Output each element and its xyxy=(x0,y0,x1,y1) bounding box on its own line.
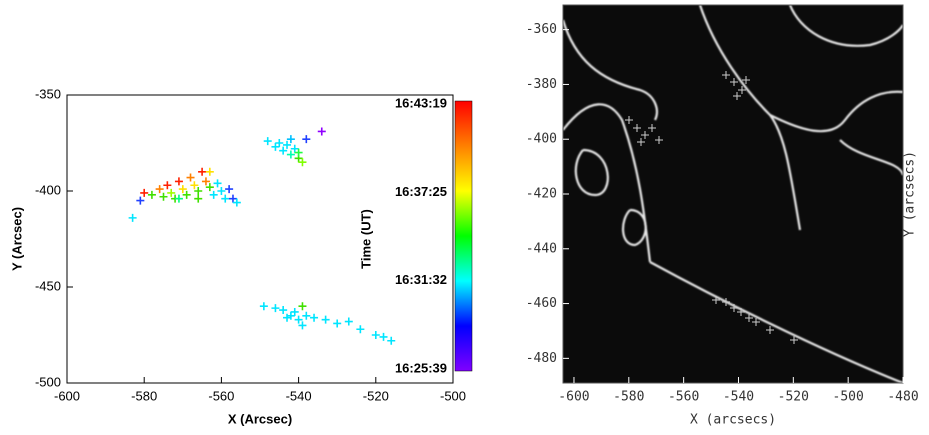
y-tick-label: -400 xyxy=(35,182,61,197)
point xyxy=(259,302,268,311)
y-tick-label: -420 xyxy=(526,187,557,202)
y-axis-label: Y (Arcsec) xyxy=(9,207,24,271)
point xyxy=(201,177,210,186)
point xyxy=(271,304,280,313)
y-tick-label: -480 xyxy=(526,351,557,366)
image-features xyxy=(561,4,905,385)
point xyxy=(159,192,168,201)
point xyxy=(205,167,214,176)
point xyxy=(140,188,149,197)
x-tick-label: -480 xyxy=(887,390,918,405)
point xyxy=(271,142,280,151)
y-tick-label: -500 xyxy=(35,374,61,389)
point xyxy=(136,196,145,205)
point xyxy=(290,307,299,316)
x-tick-label: -540 xyxy=(723,390,754,405)
image-crosses xyxy=(625,71,798,344)
plot-frame xyxy=(66,94,454,384)
point xyxy=(194,194,203,203)
point xyxy=(317,127,326,136)
point xyxy=(155,185,164,194)
point xyxy=(167,188,176,197)
colorbar-tick-label: 16:25:39 xyxy=(395,360,447,375)
point xyxy=(178,185,187,194)
point xyxy=(263,137,272,146)
y-tick-label: -380 xyxy=(526,77,557,92)
point xyxy=(356,325,365,334)
x-tick-label: -540 xyxy=(286,388,312,403)
point xyxy=(228,194,237,203)
x-axis-label: X (Arcsec) xyxy=(228,411,292,426)
x-tick-label: -560 xyxy=(668,390,699,405)
point xyxy=(283,313,292,322)
point xyxy=(290,144,299,153)
point xyxy=(198,167,207,176)
point xyxy=(128,213,137,222)
colorbar-tick-label: 16:37:25 xyxy=(395,184,447,199)
point xyxy=(217,187,226,195)
colorbar xyxy=(454,100,473,372)
point xyxy=(209,190,218,199)
point xyxy=(321,315,330,324)
x-tick-label: -500 xyxy=(440,388,466,403)
point xyxy=(298,302,307,311)
point xyxy=(298,321,307,330)
y-tick-label: -360 xyxy=(526,22,557,37)
x-tick-label: -580 xyxy=(613,390,644,405)
point xyxy=(294,315,303,324)
x-tick-label: -560 xyxy=(208,388,234,403)
point xyxy=(221,194,230,203)
point xyxy=(186,173,195,182)
y-tick-label: -440 xyxy=(526,241,557,256)
point xyxy=(205,183,214,192)
y-tick-label: -450 xyxy=(35,278,61,293)
point xyxy=(379,332,388,341)
point xyxy=(275,139,284,147)
point xyxy=(286,135,295,144)
point xyxy=(163,181,172,190)
point xyxy=(190,181,199,190)
point xyxy=(182,190,191,199)
point xyxy=(371,331,380,339)
x-tick-label: -600 xyxy=(558,390,589,405)
image-panel: X (arcsecs) Y (arcsecs) -600 -580 -560 -540… xyxy=(526,4,919,428)
point xyxy=(174,177,183,186)
point xyxy=(344,317,353,326)
point xyxy=(294,148,303,157)
point xyxy=(387,336,396,345)
point xyxy=(302,135,311,144)
point xyxy=(279,146,288,155)
point xyxy=(213,179,222,188)
y-tick-label: -400 xyxy=(526,132,557,147)
x-axis-label: X (arcsecs) xyxy=(690,413,776,428)
point xyxy=(283,140,292,149)
y-tick-label: -350 xyxy=(35,86,61,101)
point xyxy=(286,150,295,159)
x-tick-label: -500 xyxy=(833,390,864,405)
colorbar-tick-label: 16:31:32 xyxy=(395,272,447,287)
point xyxy=(286,311,295,320)
y-axis-label: Y (arcsecs) xyxy=(903,151,918,237)
colorbar-tick-label: 16:43:19 xyxy=(395,95,447,110)
point xyxy=(194,187,203,195)
point xyxy=(333,319,342,328)
point xyxy=(298,158,307,167)
point xyxy=(279,306,288,315)
point xyxy=(225,185,234,194)
point xyxy=(302,311,311,320)
image xyxy=(563,5,903,383)
point xyxy=(147,190,156,199)
point xyxy=(310,313,319,322)
point xyxy=(232,198,241,207)
scatter-panel: X (Arcsec) Y (Arcsec) Time (UT) -600 -580… xyxy=(9,86,473,426)
x-tick-label: -520 xyxy=(363,388,389,403)
colorbar-label: Time (UT) xyxy=(358,209,373,269)
x-tick-label: -600 xyxy=(54,388,80,403)
y-tick-label: -460 xyxy=(526,296,557,311)
x-tick-label: -520 xyxy=(778,390,809,405)
point xyxy=(174,194,183,203)
x-tick-label: -580 xyxy=(131,388,157,403)
